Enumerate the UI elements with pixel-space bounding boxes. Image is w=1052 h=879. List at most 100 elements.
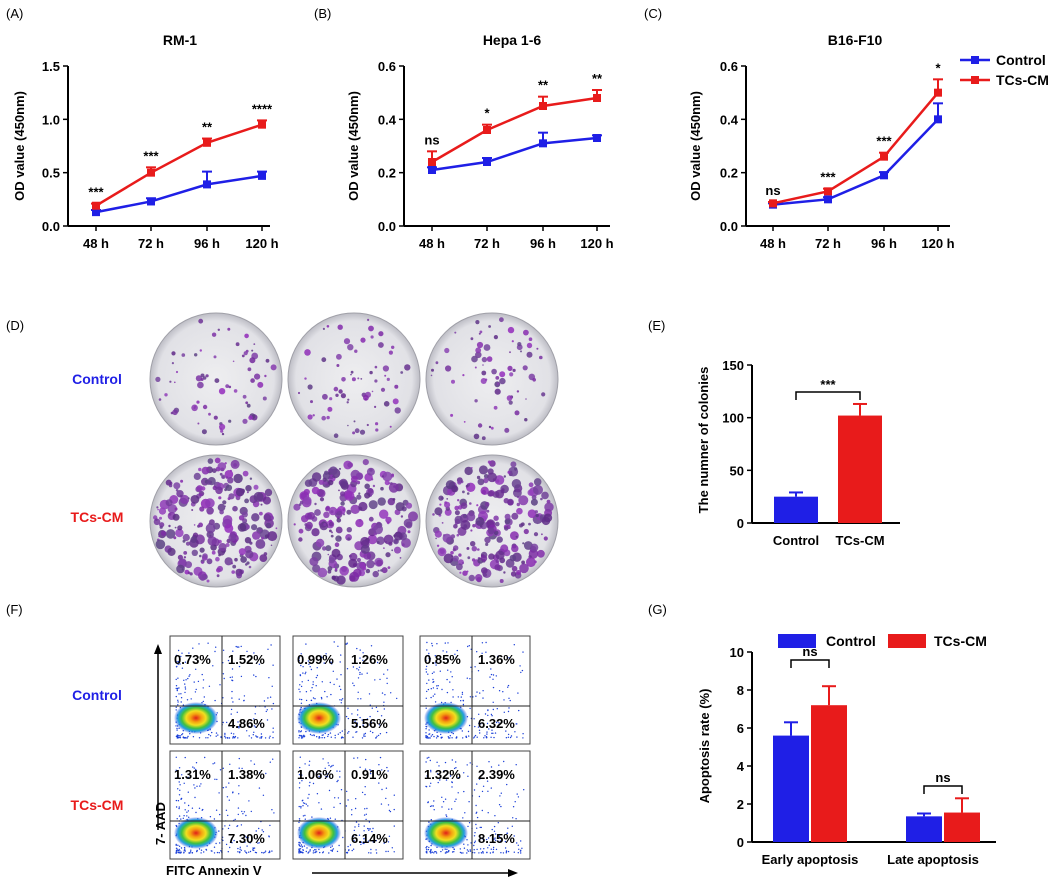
- flow-event-dot: [515, 764, 517, 766]
- colony-dot: [217, 565, 223, 572]
- y-tick-label: 150: [722, 358, 744, 373]
- significance-label: ns: [765, 183, 780, 198]
- flow-event-dot: [312, 681, 314, 683]
- flow-density-core: [297, 817, 341, 849]
- flow-event-dot: [300, 706, 302, 709]
- colony-dot: [253, 484, 259, 490]
- colony-dot: [180, 494, 190, 505]
- flow-event-dot: [180, 798, 182, 800]
- flow-event-dot: [202, 679, 205, 681]
- flow-event-dot: [435, 851, 437, 853]
- flow-event-dot: [367, 827, 369, 830]
- flow-event-dot: [263, 700, 266, 702]
- flow-event-dot: [192, 736, 195, 738]
- flow-event-dot: [351, 713, 353, 715]
- flow-event-dot: [228, 824, 231, 826]
- colony-dot: [530, 498, 538, 506]
- flow-event-dot: [327, 733, 330, 736]
- x-tick-label: Control: [773, 533, 819, 548]
- flow-event-dot: [368, 829, 370, 831]
- flow-event-dot: [509, 736, 512, 739]
- colony-dot: [173, 536, 177, 540]
- flow-event-dot: [432, 681, 434, 683]
- flow-event-dot: [352, 848, 355, 850]
- colony-dot: [321, 415, 327, 421]
- colony-dot: [331, 575, 336, 580]
- flow-event-dot: [346, 790, 348, 793]
- colony-dot: [340, 491, 346, 497]
- data-point-TCs-CM: [880, 152, 888, 161]
- flow-event-dot: [385, 840, 387, 842]
- flow-event-dot: [202, 687, 204, 689]
- flow-event-dot: [322, 852, 324, 854]
- colony-dot: [444, 501, 448, 505]
- colony-dot: [193, 472, 201, 480]
- colony-dot: [307, 414, 313, 420]
- flow-event-dot: [177, 849, 180, 852]
- flow-event-dot: [177, 663, 179, 666]
- flow-event-dot: [175, 769, 177, 771]
- flow-event-dot: [481, 852, 483, 854]
- flow-event-dot: [302, 802, 305, 804]
- flow-event-dot: [497, 655, 499, 658]
- flow-event-dot: [200, 849, 203, 851]
- flow-event-dot: [481, 809, 483, 812]
- bar-Control: [906, 816, 942, 842]
- flow-event-dot: [507, 686, 509, 688]
- flow-event-dot: [237, 813, 239, 816]
- flow-event-dot: [441, 688, 443, 691]
- colony-dot: [364, 492, 371, 499]
- flow-event-dot: [305, 699, 308, 702]
- flow-event-dot: [498, 722, 500, 724]
- flow-event-dot: [348, 731, 350, 733]
- significance-label: ***: [88, 185, 104, 200]
- colony-dot: [462, 513, 468, 519]
- flow-event-dot: [330, 736, 332, 738]
- flow-event-dot: [481, 790, 484, 793]
- flow-event-dot: [333, 806, 335, 808]
- flow-event-dot: [215, 809, 218, 811]
- quadrant-value-lower-right: 7.30%: [228, 831, 265, 846]
- flow-event-dot: [387, 804, 390, 806]
- colony-dot: [326, 415, 330, 420]
- colony-dot: [217, 462, 227, 471]
- colony-dot: [515, 535, 518, 538]
- flow-event-dot: [435, 737, 438, 739]
- flow-event-dot: [300, 737, 303, 739]
- flow-event-dot: [300, 805, 302, 808]
- flow-event-dot: [224, 732, 226, 735]
- colony-dot: [394, 407, 401, 414]
- colony-dot: [175, 370, 179, 374]
- flow-event-dot: [272, 727, 274, 729]
- colony-dot: [354, 349, 358, 353]
- colony-dot: [533, 484, 543, 495]
- flow-event-dot: [435, 664, 437, 666]
- colony-dot: [533, 478, 542, 486]
- colony-dot: [264, 374, 267, 378]
- flow-event-dot: [351, 814, 353, 816]
- flow-event-dot: [272, 664, 274, 666]
- colony-dot: [365, 568, 371, 574]
- flow-event-dot: [308, 764, 310, 766]
- colony-dot: [246, 561, 250, 565]
- colony-dot: [255, 539, 266, 549]
- legend-g-control-label: Control: [826, 633, 876, 649]
- flow-event-dot: [213, 852, 216, 854]
- legend-tcs-marker: [971, 76, 979, 84]
- colony-dot: [514, 467, 518, 471]
- colony-dot: [214, 457, 221, 464]
- flow-event-dot: [175, 661, 177, 663]
- colony-dot: [511, 512, 519, 520]
- flow-event-dot: [224, 825, 226, 827]
- flow-event-dot: [433, 800, 435, 802]
- colony-dot: [476, 341, 484, 349]
- flow-event-dot: [248, 851, 250, 853]
- flow-event-dot: [301, 800, 303, 802]
- flow-event-dot: [457, 777, 460, 779]
- flow-event-dot: [444, 761, 447, 764]
- flow-event-dot: [327, 762, 329, 764]
- colony-dot: [526, 557, 536, 568]
- flow-event-dot: [341, 730, 343, 732]
